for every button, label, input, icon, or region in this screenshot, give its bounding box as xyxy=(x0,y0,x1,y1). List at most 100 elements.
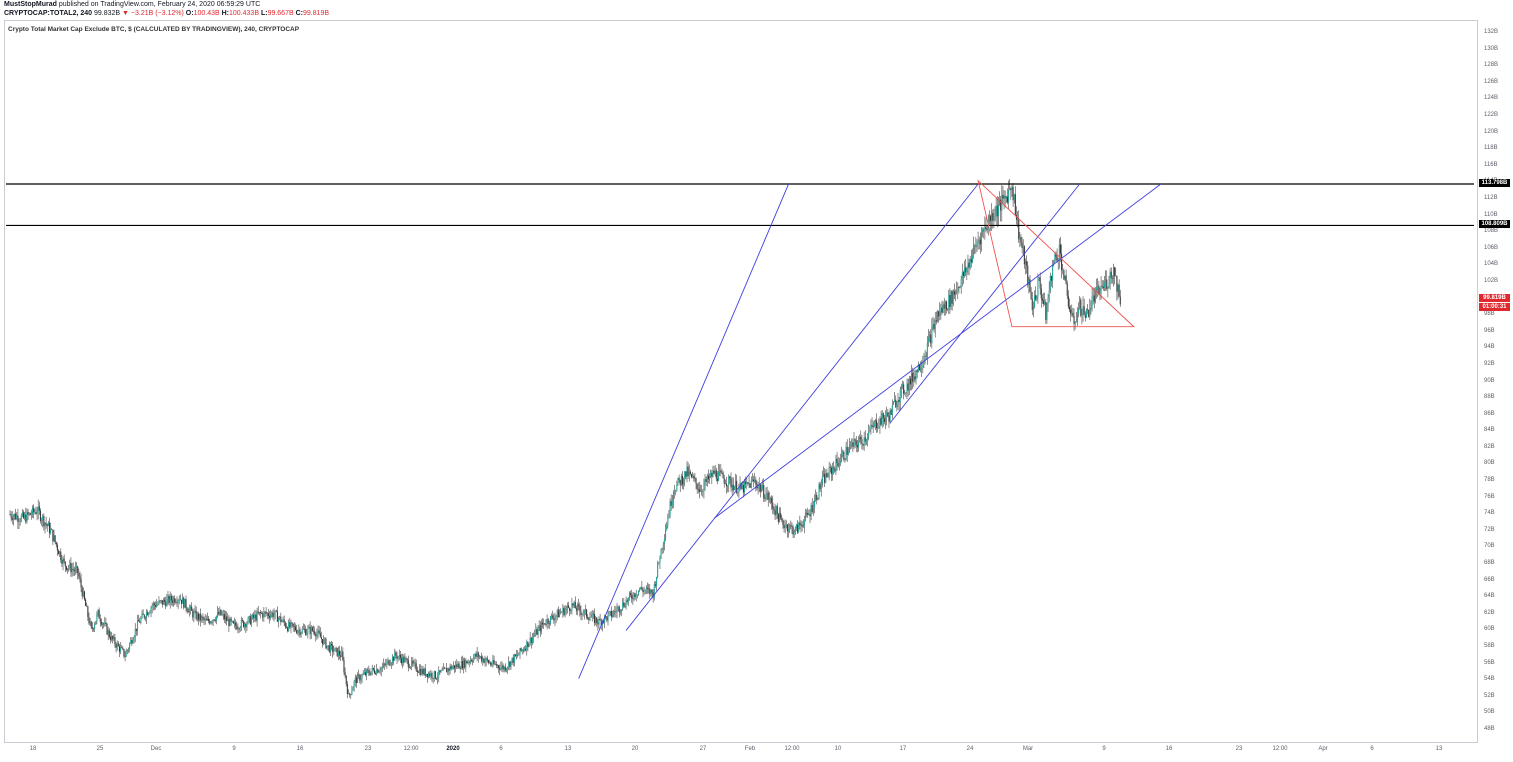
candle-body xyxy=(214,620,216,622)
candle-body xyxy=(485,658,487,661)
candle-body xyxy=(443,667,445,669)
candle-body xyxy=(284,622,286,627)
price-tick-label: 66B xyxy=(1484,576,1495,583)
plot-area[interactable] xyxy=(4,20,1478,743)
candle-body xyxy=(309,626,311,635)
candle-body xyxy=(918,364,920,371)
time-tick-label: 25 xyxy=(96,746,104,752)
candle-body xyxy=(1029,279,1031,292)
candle-body xyxy=(302,628,304,630)
candle-body xyxy=(523,648,526,651)
candle-body xyxy=(372,667,374,670)
candle-body xyxy=(956,291,958,292)
candle-body xyxy=(132,640,134,644)
candle-body xyxy=(69,563,71,568)
time-tick-label: 12:00 xyxy=(403,746,419,752)
candle-body xyxy=(995,205,997,216)
candle-body xyxy=(325,638,327,649)
price-tick-label: 50B xyxy=(1484,709,1495,716)
price-tick-label: 78B xyxy=(1484,477,1495,484)
candle-body xyxy=(724,483,726,485)
candle-body xyxy=(641,587,643,590)
candle-body xyxy=(96,614,98,622)
candle-body xyxy=(581,613,583,615)
candle-body xyxy=(1063,270,1065,280)
candle-body xyxy=(197,613,199,620)
candle-body xyxy=(1081,314,1083,316)
red-triangle xyxy=(977,179,1135,328)
candle-body xyxy=(117,643,119,647)
candle-body xyxy=(1056,256,1058,261)
candle-body xyxy=(542,622,544,625)
published-text: published on TradingView.com, February 2… xyxy=(58,1,261,8)
candle-body xyxy=(134,628,136,638)
candle-body xyxy=(614,611,616,612)
candle-body xyxy=(549,615,552,624)
candle-body xyxy=(124,656,126,657)
candle-body xyxy=(133,637,135,641)
candle-body xyxy=(381,666,383,668)
countdown-badge: 01:00:31 xyxy=(1479,303,1510,312)
candle-body xyxy=(46,524,48,527)
candle-body xyxy=(587,616,589,619)
candle-body xyxy=(126,650,128,652)
price-tick-label: 104B xyxy=(1484,261,1499,268)
candle-body xyxy=(783,524,785,529)
candle-body xyxy=(211,621,213,623)
candle-body xyxy=(327,645,329,646)
price-tick-label: 94B xyxy=(1484,344,1495,351)
candle-body xyxy=(189,606,192,610)
candle-body xyxy=(166,599,168,607)
candle-body xyxy=(458,663,460,669)
candle-body xyxy=(397,656,399,659)
candle-body xyxy=(359,675,361,681)
candle-body xyxy=(184,599,186,608)
candle-body xyxy=(804,512,807,520)
candle-body xyxy=(565,608,567,610)
candle-body xyxy=(683,480,685,485)
candle-body xyxy=(772,502,774,509)
author-name[interactable]: MustStopMurad xyxy=(4,1,57,8)
candle-body xyxy=(450,665,452,670)
candle-body xyxy=(610,611,612,617)
candle-body xyxy=(984,226,986,231)
candle-body xyxy=(575,608,577,611)
candle-body xyxy=(1103,282,1106,288)
candle-body xyxy=(904,393,906,395)
candle-body xyxy=(438,670,440,678)
candle-body xyxy=(406,658,408,661)
candle-body xyxy=(964,267,966,277)
candle-body xyxy=(759,484,761,492)
candle-body xyxy=(9,514,11,515)
candle-body xyxy=(320,637,322,640)
candle-body xyxy=(582,613,584,615)
candle-body xyxy=(224,616,227,620)
candle-body xyxy=(1030,291,1032,299)
candle-body xyxy=(257,611,259,614)
candle-body xyxy=(607,613,609,621)
candle-body xyxy=(1102,286,1104,288)
candle-body xyxy=(670,501,672,506)
candle-body xyxy=(1100,285,1102,292)
candle-body xyxy=(63,558,65,562)
candle-body xyxy=(394,652,396,661)
candle-body xyxy=(642,589,644,593)
candle-body xyxy=(280,616,282,623)
candle-body xyxy=(889,410,891,422)
candle-body xyxy=(20,515,22,522)
candle-body xyxy=(507,667,509,669)
candle-body xyxy=(196,613,198,620)
candle-body xyxy=(547,619,549,624)
price-change: ▼ −3.21B (−3.12%) xyxy=(122,10,184,17)
candle-body xyxy=(334,647,336,652)
candle-body xyxy=(402,656,404,664)
candle-body xyxy=(1038,277,1040,281)
price-tick-label: 98B xyxy=(1484,311,1495,318)
candle-body xyxy=(1012,186,1014,201)
candle-body xyxy=(643,590,645,593)
candle-body xyxy=(335,647,337,649)
candle-body xyxy=(34,512,36,513)
candle-body xyxy=(637,590,640,595)
candle-body xyxy=(501,665,503,668)
candle-body xyxy=(272,612,274,618)
